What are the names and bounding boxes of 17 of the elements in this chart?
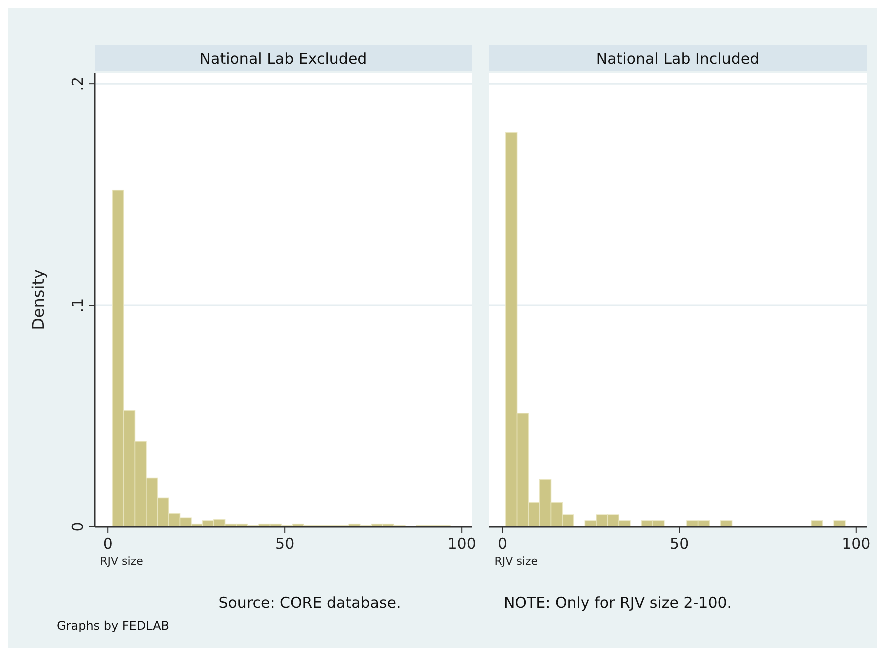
- x-tick-label: 100: [448, 535, 476, 553]
- y-axis-title: Density: [29, 270, 48, 330]
- text: NOTE: Only for RJV size 2-100.: [504, 594, 732, 612]
- x-tick-label: 0: [498, 535, 508, 553]
- source-note: Source: CORE database.: [218, 594, 402, 612]
- x-tick-label: 100: [842, 535, 871, 553]
- x-axis-title: RJV size: [100, 555, 144, 568]
- text: Graphs by FEDLAB: [57, 619, 170, 633]
- x-tick-label: 50: [276, 535, 295, 553]
- y-tick-label: .2: [69, 76, 87, 92]
- y-tick-label: .1: [69, 298, 87, 313]
- x-axis-title: RJV size: [494, 555, 538, 568]
- chart-title: National Lab Included: [596, 50, 760, 68]
- chart-title: National Lab Excluded: [200, 50, 368, 68]
- x-tick-label: 50: [670, 535, 690, 553]
- y-tick-label: 0: [69, 522, 87, 532]
- x-tick-label: 0: [103, 535, 113, 553]
